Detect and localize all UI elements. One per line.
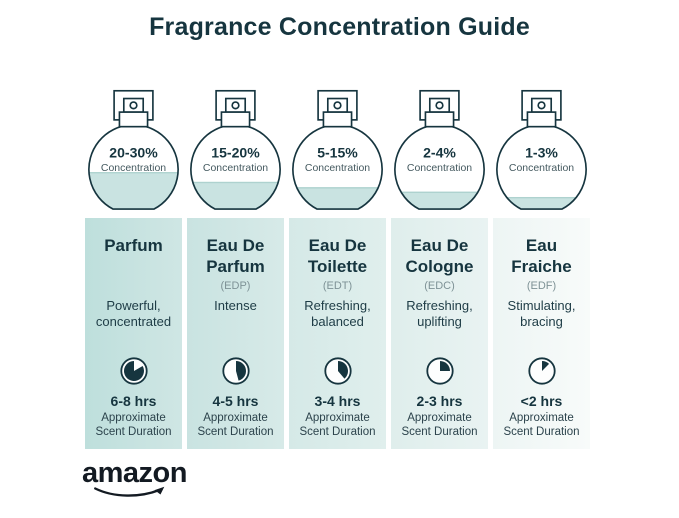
bottle-liquid-fill (190, 181, 281, 210)
fragrance-name: Eau Fraiche (511, 236, 572, 276)
bottle-svg: 1-3% Concentration (496, 89, 587, 210)
bottle-liquid-surface (88, 172, 179, 174)
info-panel: Parfum Powerful, concentrated 6-8 hrs Ap… (85, 218, 182, 449)
concentration-value: 20-30% (109, 145, 158, 161)
duration-value: 4-5 hrs (212, 393, 259, 409)
spray-cap-inner (326, 97, 349, 113)
bottle-neck (118, 111, 149, 128)
spray-nozzle-icon (231, 101, 240, 110)
fragrance-name: Eau De Toilette (307, 236, 368, 276)
fragrance-name: Parfum (104, 236, 163, 255)
fragrance-abbreviation: (EDP) (220, 280, 251, 292)
perfume-bottle-icon: 2-4% Concentration (391, 74, 488, 218)
page-title: Fragrance Concentration Guide (149, 13, 530, 41)
scent-duration-clock-icon (391, 356, 488, 386)
spray-cap-inner (428, 97, 451, 113)
scent-duration-clock-icon (289, 356, 386, 386)
bottle-liquid-fill (394, 191, 485, 210)
concentration-label: Concentration (101, 163, 166, 174)
scent-duration-clock-icon (493, 356, 590, 386)
bottle-neck (424, 111, 455, 128)
duration-label: Approximate Scent Duration (299, 412, 376, 438)
amazon-smile-arrow-icon (94, 486, 165, 497)
duration-value: <2 hrs (520, 393, 563, 409)
concentration-label: Concentration (509, 163, 574, 174)
fragrance-column: 15-20% Concentration Eau De Parfum (EDP)… (187, 74, 284, 449)
duration-label: Approximate Scent Duration (401, 412, 478, 438)
fragrance-column: 2-4% Concentration Eau De Cologne (EDC) … (391, 74, 488, 449)
fragrance-description: Stimulating, bracing (507, 298, 576, 329)
spray-nozzle-icon (129, 101, 138, 110)
bottle-neck (322, 111, 353, 128)
perfume-bottle-icon: 1-3% Concentration (493, 74, 590, 218)
spray-nozzle-icon (435, 101, 444, 110)
fragrance-name: Eau De Cologne (405, 236, 474, 276)
bottle-svg: 5-15% Concentration (292, 89, 383, 210)
perfume-bottle-icon: 15-20% Concentration (187, 74, 284, 218)
concentration-value: 2-4% (423, 145, 456, 161)
bottle-liquid-surface (394, 191, 485, 194)
concentration-value: 1-3% (525, 145, 558, 161)
spray-cap-inner (530, 97, 553, 113)
fragrance-name: Eau De Parfum (206, 236, 265, 276)
scent-duration-clock-icon (187, 356, 284, 386)
concentration-label: Concentration (305, 163, 370, 174)
bottle-liquid-fill (292, 187, 383, 210)
bottle-svg: 2-4% Concentration (394, 89, 485, 210)
spray-nozzle-icon (537, 101, 546, 110)
concentration-label: Concentration (407, 163, 472, 174)
fragrance-description: Intense (214, 298, 257, 313)
fragrance-column: 1-3% Concentration Eau Fraiche (EDF) Sti… (493, 74, 590, 449)
duration-label: Approximate Scent Duration (95, 412, 172, 438)
spray-nozzle-icon (333, 101, 342, 110)
fragrance-column: 20-30% Concentration Parfum Powerful, co… (85, 74, 182, 449)
bottle-neck (220, 111, 251, 128)
info-panel: Eau De Toilette (EDT) Refreshing, balanc… (289, 218, 386, 449)
fragrance-description: Refreshing, uplifting (406, 298, 473, 329)
perfume-bottle-icon: 5-15% Concentration (289, 74, 386, 218)
fragrance-abbreviation (85, 280, 182, 298)
info-panel: Eau De Cologne (EDC) Refreshing, uplifti… (391, 218, 488, 449)
fragrance-description: Refreshing, balanced (304, 298, 371, 329)
amazon-logo-text: amazon (82, 457, 187, 489)
bottle-neck (526, 111, 557, 128)
bottle-liquid-fill (496, 196, 587, 210)
info-panel: Eau De Parfum (EDP) Intense 4-5 hrs Appr… (187, 218, 284, 449)
amazon-logo: amazon (82, 459, 187, 500)
fragrance-abbreviation: (EDC) (424, 280, 455, 292)
concentration-value: 15-20% (211, 145, 260, 161)
info-panel: Eau Fraiche (EDF) Stimulating, bracing <… (493, 218, 590, 449)
bottle-liquid-surface (496, 196, 587, 199)
bottle-liquid-surface (292, 187, 383, 189)
duration-value: 3-4 hrs (314, 393, 361, 409)
fragrance-abbreviation: (EDT) (322, 280, 353, 292)
duration-label: Approximate Scent Duration (197, 412, 274, 438)
spray-cap-inner (224, 97, 247, 113)
fragrance-table: 20-30% Concentration Parfum Powerful, co… (85, 74, 590, 449)
bottle-liquid-surface (190, 181, 281, 184)
perfume-bottle-icon: 20-30% Concentration (85, 74, 182, 218)
fragrance-description: Powerful, concentrated (95, 298, 172, 329)
duration-label: Approximate Scent Duration (503, 412, 580, 438)
duration-value: 6-8 hrs (110, 393, 157, 409)
concentration-value: 5-15% (317, 145, 358, 161)
spray-cap-inner (122, 97, 145, 113)
duration-value: 2-3 hrs (416, 393, 463, 409)
bottle-svg: 20-30% Concentration (88, 89, 179, 210)
concentration-label: Concentration (203, 163, 268, 174)
fragrance-abbreviation: (EDF) (526, 280, 557, 292)
fragrance-column: 5-15% Concentration Eau De Toilette (EDT… (289, 74, 386, 449)
scent-duration-clock-icon (85, 356, 182, 386)
bottle-svg: 15-20% Concentration (190, 89, 281, 210)
